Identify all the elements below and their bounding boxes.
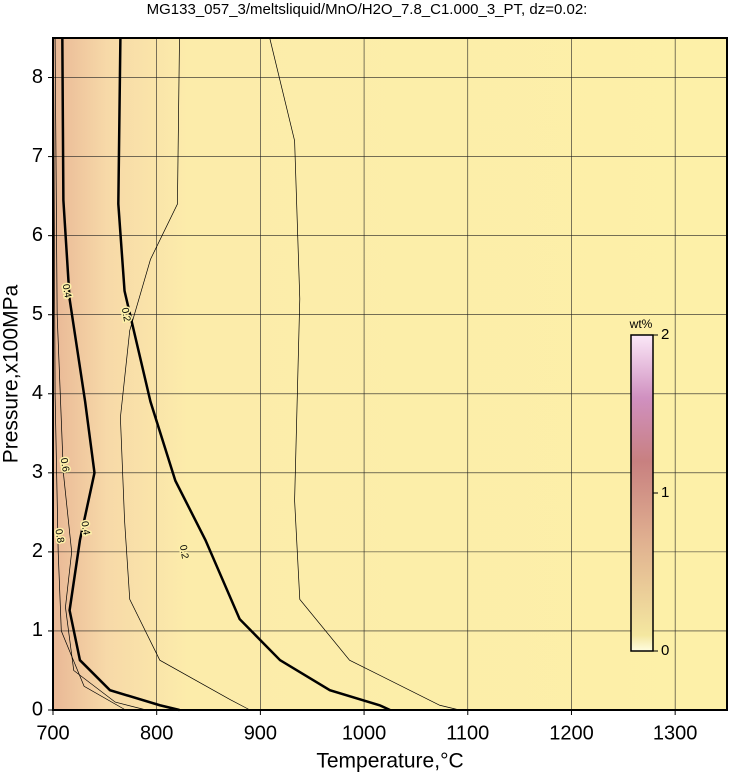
contour-line [54,37,147,711]
x-tick-label: 900 [244,722,277,744]
contour-label: 0.4 [60,283,73,299]
y-tick-label: 6 [32,224,43,246]
colorbar-tick-label: 2 [661,326,669,343]
contour-label: 0.2 [119,307,132,323]
y-tick-label: 1 [32,619,43,641]
x-tick-label: 1200 [549,722,594,744]
contour-line [53,37,126,711]
contour-line [61,37,180,712]
chart-title: MG133_057_3/meltsliquid/MnO/H2O_7.8_C1.0… [147,1,588,18]
contour-line [269,37,460,711]
contour-label: 0.2 [177,544,190,560]
colorbar-tick-label: 0 [661,642,669,659]
y-tick-label: 4 [32,382,43,404]
y-tick-label: 3 [32,461,43,483]
y-axis-label: Pressure,x100MPa [0,284,23,463]
plot-frame [52,37,728,711]
y-tick-label: 8 [32,66,43,88]
x-tick-label: 1000 [342,722,387,744]
y-tick-label: 5 [32,303,43,325]
colorbar-tick-label: 1 [661,484,669,501]
x-tick-label: 1300 [653,722,698,744]
colorbar [630,334,654,652]
y-tick-label: 0 [32,698,43,720]
contour-line [117,37,391,712]
x-axis-label: Temperature,°C [316,750,463,773]
x-tick-label: 800 [140,722,173,744]
plot-area [53,38,727,710]
contour-label: 0.4 [78,520,91,536]
contour-label: 0.8 [52,528,65,544]
y-tick-label: 2 [32,540,43,562]
contour-label: 0.6 [58,457,71,473]
contour-line [120,37,251,711]
x-tick-label: 1100 [446,722,489,744]
y-tick-label: 7 [32,145,43,167]
x-tick-label: 700 [36,722,69,744]
colorbar-label: wt% [629,317,653,331]
